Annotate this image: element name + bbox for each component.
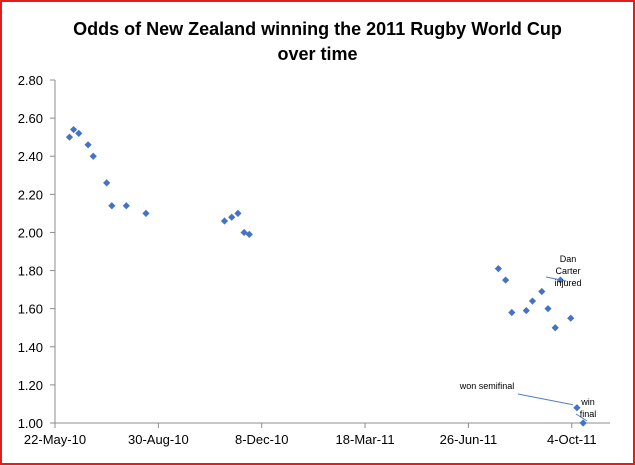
y-tick-label: 1.00 xyxy=(18,416,43,431)
data-point xyxy=(567,314,575,322)
data-points xyxy=(65,125,587,427)
y-tick-label: 1.40 xyxy=(18,340,43,355)
data-point xyxy=(75,129,83,137)
y-tick-label: 1.60 xyxy=(18,302,43,317)
annotation-label: win final xyxy=(580,397,597,419)
data-point xyxy=(494,265,502,273)
y-axis-ticks: 1.00 1.20 1.40 1.60 1.80 2.00 2.20 2.40 2.60 2.80 xyxy=(18,73,55,431)
chart-title: Odds of New Zealand winning the 2011 Rug… xyxy=(0,17,635,67)
y-tick-label: 2.20 xyxy=(18,187,43,202)
data-point xyxy=(245,230,253,238)
x-axis-ticks: 22-May-10 30-Aug-10 8-Dec-10 18-Mar-11 26-Ju… xyxy=(24,423,597,447)
y-tick-label: 2.80 xyxy=(18,73,43,88)
chart-title-line-2: over time xyxy=(277,44,358,64)
annotation-leader-line xyxy=(517,393,574,406)
data-point xyxy=(70,125,78,134)
data-point xyxy=(538,287,546,296)
y-tick-label: 1.20 xyxy=(18,378,43,393)
y-tick-label: 2.40 xyxy=(18,149,43,164)
data-point xyxy=(220,217,229,225)
data-point xyxy=(228,213,236,221)
data-point xyxy=(573,404,581,412)
data-point xyxy=(522,306,530,315)
chart-title-line-1: Odds of New Zealand winning the 2011 Rug… xyxy=(73,19,562,39)
y-tick-label: 2.00 xyxy=(18,225,43,240)
annotation-leader-line xyxy=(575,413,588,422)
data-point xyxy=(84,141,92,149)
data-point xyxy=(142,209,150,217)
data-point xyxy=(579,419,587,427)
data-point xyxy=(65,133,74,141)
data-point xyxy=(103,179,111,187)
annotation-leader-line xyxy=(545,276,567,282)
data-point xyxy=(234,209,242,217)
annotation-label: Dan Carter injured xyxy=(554,254,581,288)
x-tick-label: 8-Dec-10 xyxy=(235,432,288,447)
x-tick-label: 22-May-10 xyxy=(24,432,86,447)
annotation-label: won semifinal xyxy=(459,381,515,391)
data-point xyxy=(108,202,116,210)
x-tick-label: 30-Aug-10 xyxy=(128,432,189,447)
y-tick-label: 1.80 xyxy=(18,264,43,279)
x-tick-label: 18-Mar-11 xyxy=(336,432,395,447)
x-tick-label: 4-Oct-11 xyxy=(547,432,597,447)
data-point xyxy=(528,297,537,305)
data-point xyxy=(502,276,510,284)
annotations: Dan Carter injured won semifinal win final xyxy=(459,254,597,422)
data-point xyxy=(544,305,552,313)
y-tick-label: 2.60 xyxy=(18,111,43,126)
data-point xyxy=(551,324,559,332)
data-point xyxy=(508,308,516,317)
data-point xyxy=(89,152,97,160)
data-point xyxy=(122,202,130,210)
x-tick-label: 26-Jun-11 xyxy=(440,432,498,447)
